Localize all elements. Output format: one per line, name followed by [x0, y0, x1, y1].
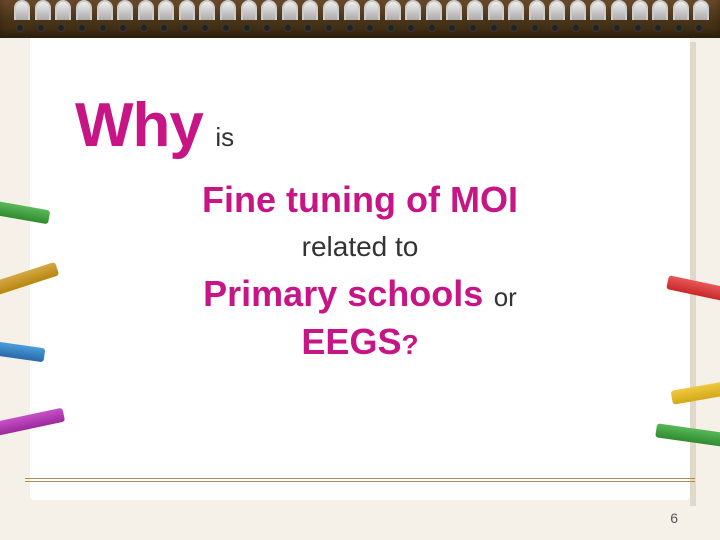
text-primary-schools: Primary schools: [203, 273, 483, 314]
text-is: is: [215, 122, 234, 152]
spiral-ring-icon: [384, 4, 398, 34]
text-eegs: EEGS: [301, 321, 401, 362]
spiral-ring-icon: [631, 4, 645, 34]
text-fine-tuning: Fine tuning of MOI: [60, 179, 660, 221]
spiral-ring-icon: [157, 4, 171, 34]
spiral-ring-icon: [75, 4, 89, 34]
spiral-ring-icon: [425, 4, 439, 34]
spiral-ring-icon: [260, 4, 274, 34]
spiral-ring-icon: [54, 4, 68, 34]
spiral-ring-icon: [34, 4, 48, 34]
spiral-ring-icon: [672, 4, 686, 34]
spiral-ring-icon: [445, 4, 459, 34]
page-number: 6: [670, 510, 678, 526]
heading-line-1: Why is: [75, 90, 660, 161]
spiral-ring-icon: [13, 4, 27, 34]
text-or: or: [494, 282, 517, 312]
spiral-ring-icon: [528, 4, 542, 34]
spiral-ring-icon: [548, 4, 562, 34]
spiral-ring-icon: [116, 4, 130, 34]
spiral-ring-icon: [363, 4, 377, 34]
slide-content: Why is Fine tuning of MOI related to Pri…: [60, 90, 660, 363]
spiral-ring-icon: [322, 4, 336, 34]
horizontal-rule: [25, 478, 695, 482]
spiral-ring-icon: [219, 4, 233, 34]
spiral-ring-icon: [569, 4, 583, 34]
spiral-ring-icon: [281, 4, 295, 34]
heading-line-5: EEGS?: [60, 321, 660, 363]
spiral-ring-icon: [96, 4, 110, 34]
spiral-ring-icon: [137, 4, 151, 34]
text-related-to: related to: [60, 231, 660, 263]
heading-line-4: Primary schools or: [60, 273, 660, 315]
spiral-ring-icon: [240, 4, 254, 34]
spiral-ring-icon: [343, 4, 357, 34]
spiral-ring-icon: [301, 4, 315, 34]
text-question-mark: ?: [401, 329, 418, 360]
spiral-ring-icon: [692, 4, 706, 34]
spiral-ring-icon: [651, 4, 665, 34]
spiral-ring-icon: [466, 4, 480, 34]
spiral-ring-icon: [507, 4, 521, 34]
spiral-ring-icon: [178, 4, 192, 34]
text-why: Why: [75, 91, 203, 160]
spiral-ring-icon: [589, 4, 603, 34]
spiral-ring-icon: [198, 4, 212, 34]
spiral-ring-icon: [610, 4, 624, 34]
spiral-binding: [0, 0, 720, 38]
spiral-ring-icon: [404, 4, 418, 34]
spiral-ring-icon: [487, 4, 501, 34]
